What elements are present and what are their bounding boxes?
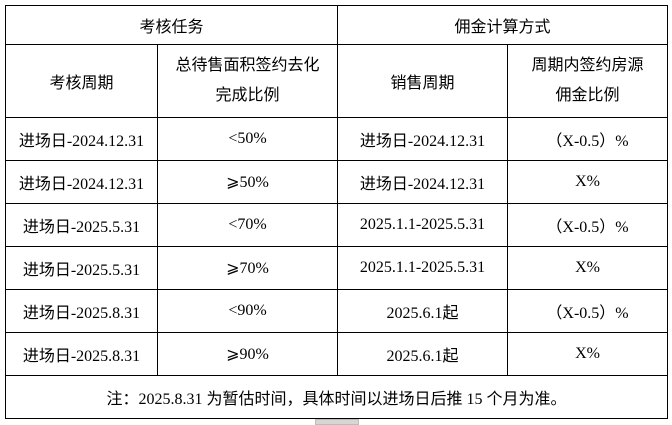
cell-commission-rate: X% bbox=[507, 160, 669, 204]
header-commission-ratio-line2: 佣金比例 bbox=[555, 87, 620, 104]
header-commission-method: 佣金计算方式 bbox=[337, 5, 669, 45]
cell-sales-period: 进场日-2024.12.31 bbox=[337, 160, 509, 204]
header-completion-ratio-line2: 完成比例 bbox=[215, 87, 280, 104]
cell-assessment-period: 进场日-2025.8.31 bbox=[5, 332, 158, 376]
table-row: 进场日-2024.12.31 ⩾50% 进场日-2024.12.31 X% bbox=[5, 160, 669, 204]
header-sales-period: 销售周期 bbox=[337, 44, 509, 118]
cell-assessment-period: 进场日-2025.5.31 bbox=[5, 246, 158, 290]
table-row: 进场日-2024.12.31 <50% 进场日-2024.12.31 （X-0.… bbox=[5, 117, 669, 161]
cell-completion-ratio: ⩾90% bbox=[156, 332, 339, 376]
cell-assessment-period: 进场日-2024.12.31 bbox=[5, 160, 158, 204]
table-row: 进场日-2025.8.31 ⩾90% 2025.6.1起 X% bbox=[5, 332, 669, 376]
table-row: 进场日-2025.5.31 <70% 2025.1.1-2025.5.31 （X… bbox=[5, 203, 669, 247]
cell-commission-rate: X% bbox=[507, 332, 669, 376]
cell-assessment-period: 进场日-2025.8.31 bbox=[5, 289, 158, 333]
footnote-cell: 注：2025.8.31 为暂估时间，具体时间以进场日后推 15 个月为准。 bbox=[4, 375, 669, 419]
cell-completion-ratio: ⩾50% bbox=[156, 160, 339, 204]
cell-completion-ratio: <90% bbox=[156, 289, 339, 333]
header-commission-ratio-line1: 周期内签约房源 bbox=[531, 57, 644, 74]
table-row: 考核周期 总待售面积签约去化 完成比例 销售周期 周期内签约房源 佣金比例 bbox=[5, 44, 669, 118]
table-row: 进场日-2025.5.31 ⩾70% 2025.1.1-2025.5.31 X% bbox=[5, 246, 669, 290]
cell-completion-ratio: ⩾70% bbox=[156, 246, 339, 290]
header-assessment-period: 考核周期 bbox=[5, 44, 158, 118]
header-completion-ratio: 总待售面积签约去化 完成比例 bbox=[156, 44, 339, 118]
header-completion-ratio-line1: 总待售面积签约去化 bbox=[175, 57, 320, 74]
cell-commission-rate: （X-0.5）% bbox=[507, 203, 669, 247]
cell-sales-period: 2025.6.1起 bbox=[337, 332, 509, 376]
cell-sales-period: 2025.1.1-2025.5.31 bbox=[337, 203, 509, 247]
cell-assessment-period: 进场日-2024.12.31 bbox=[5, 117, 158, 161]
table-row: 进场日-2025.8.31 <90% 2025.6.1起 （X-0.5）% bbox=[5, 289, 669, 333]
cell-sales-period: 2025.6.1起 bbox=[337, 289, 509, 333]
cell-assessment-period: 进场日-2025.5.31 bbox=[5, 203, 158, 247]
cell-completion-ratio: <70% bbox=[156, 203, 339, 247]
cell-sales-period: 2025.1.1-2025.5.31 bbox=[337, 246, 509, 290]
table-resize-handle-artifact bbox=[315, 419, 359, 425]
header-commission-ratio: 周期内签约房源 佣金比例 bbox=[507, 44, 669, 118]
commission-assessment-table: 考核任务 佣金计算方式 考核周期 总待售面积签约去化 完成比例 销售周期 周期内… bbox=[4, 5, 669, 419]
header-assessment-task: 考核任务 bbox=[4, 5, 339, 45]
table-row: 考核任务 佣金计算方式 bbox=[4, 5, 669, 45]
table-row: 注：2025.8.31 为暂估时间，具体时间以进场日后推 15 个月为准。 bbox=[4, 375, 669, 419]
cell-commission-rate: （X-0.5）% bbox=[507, 117, 669, 161]
cell-completion-ratio: <50% bbox=[156, 117, 339, 161]
cell-commission-rate: X% bbox=[507, 246, 669, 290]
cell-sales-period: 进场日-2024.12.31 bbox=[337, 117, 509, 161]
cell-commission-rate: （X-0.5）% bbox=[507, 289, 669, 333]
